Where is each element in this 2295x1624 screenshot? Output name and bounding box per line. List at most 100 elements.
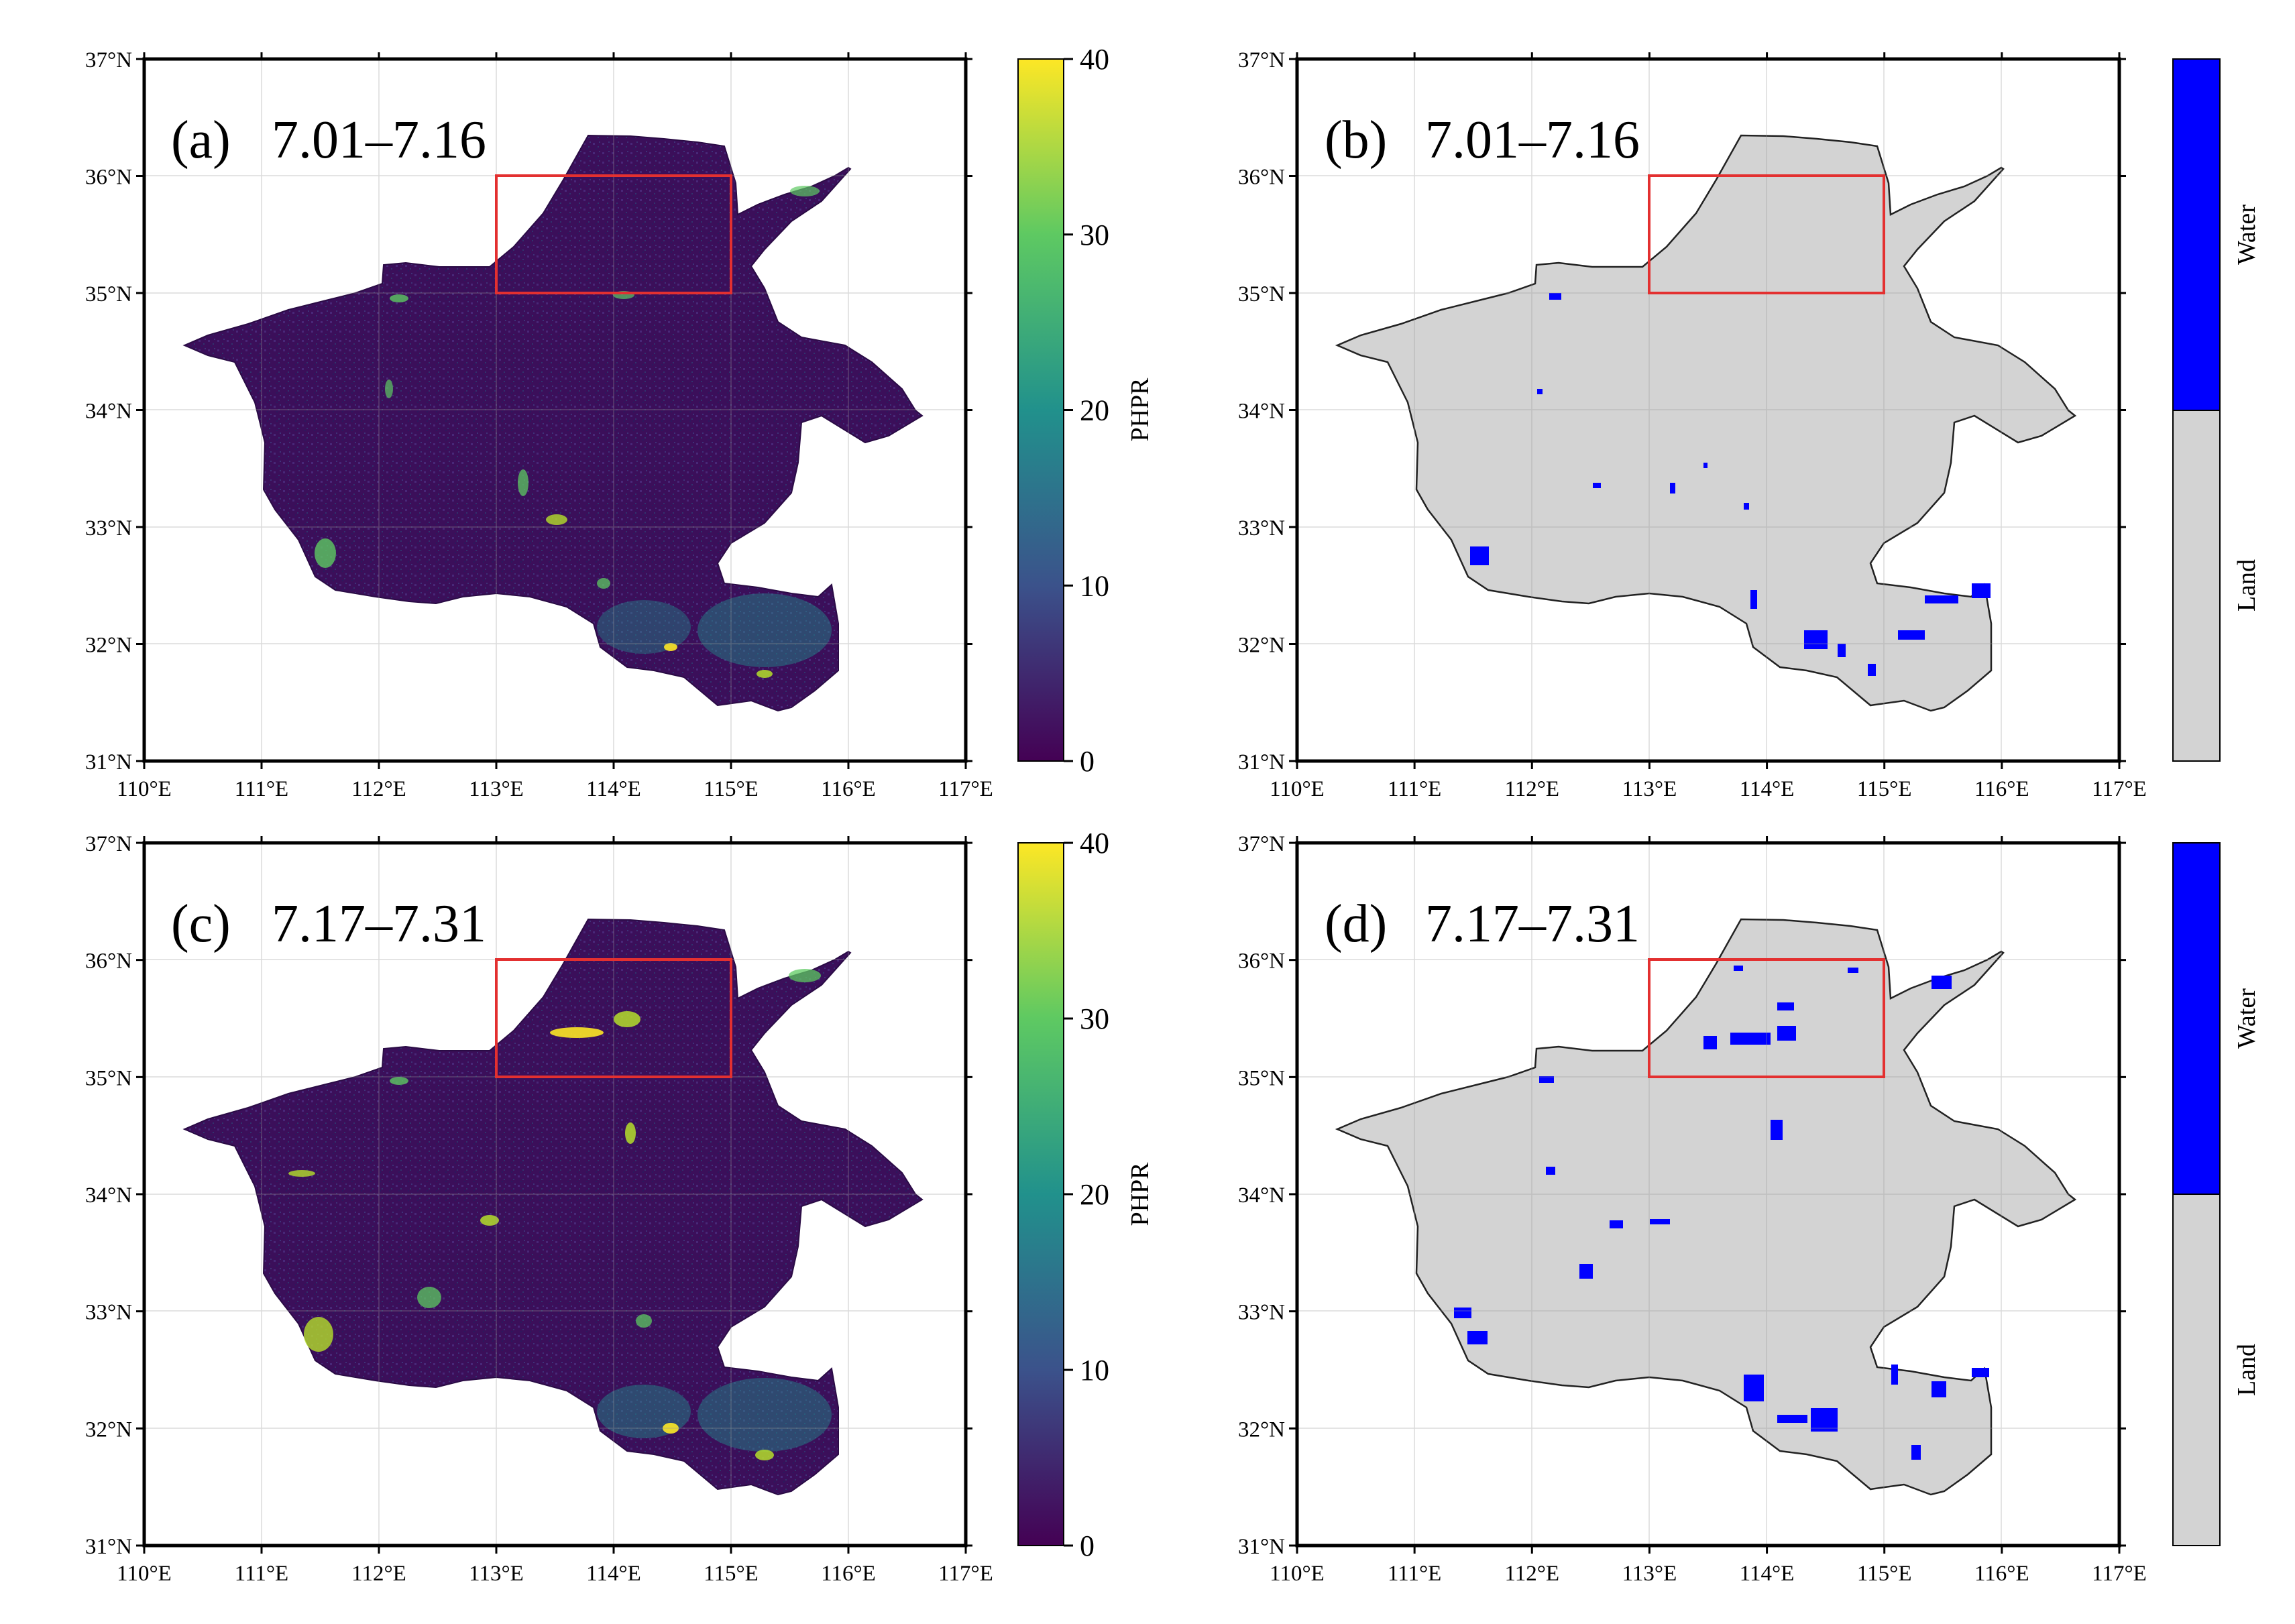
phpr-hotspots [288,969,832,1460]
lon-tick-label: 114°E [586,1562,641,1586]
axis-ticks: 37°N 36°N 35°N 34°N 33°N 32°N 31°N 110°E 111°E 11… [85,48,2147,1586]
colorbar-tick-label: 10 [1080,1354,1109,1387]
panel-d: (d) 7.17–7.31 [1295,841,2121,1548]
colorbar-gradient [1017,58,1064,762]
lat-tick-label: 36°N [1238,949,1285,974]
land-swatch [2172,410,2221,762]
lon-tick-label: 115°E [1857,777,1912,801]
lon-tick-label: 114°E [1740,777,1795,801]
lon-tick-label: 114°E [1740,1562,1795,1586]
province-shape [182,918,923,1496]
water-swatch [2172,58,2221,411]
study-area-box [495,958,732,1078]
gridlines [144,843,966,1546]
lon-tick-label: 110°E [1270,777,1325,801]
lat-tick-label: 35°N [1238,1066,1285,1090]
lon-tick-label: 111°E [235,1562,288,1586]
lat-tick-label: 34°N [1238,400,1285,424]
panel-b: (b) 7.01–7.16 [1295,57,2121,763]
lat-tick-label: 36°N [85,949,132,974]
lat-tick-label: 36°N [1238,166,1285,190]
province-shape [1335,134,2077,712]
lon-tick-label: 110°E [1270,1562,1325,1586]
lon-tick-label: 115°E [1857,1562,1912,1586]
colorbar-tick-label: 10 [1080,569,1109,602]
panel-label: (b) [1325,111,1387,170]
panel-period: 7.01–7.16 [272,111,486,170]
land-label: Land [2233,1344,2261,1396]
lat-tick-label: 37°N [85,48,132,72]
lat-tick-label: 33°N [1238,516,1285,540]
lon-tick-label: 117°E [938,777,993,801]
lat-tick-label: 33°N [85,516,132,540]
lat-tick-label: 35°N [1238,282,1285,306]
panel-label: (c) [171,894,231,953]
lat-tick-label: 32°N [1238,1417,1285,1442]
lat-tick-label: 32°N [85,634,132,658]
lon-tick-label: 111°E [235,777,288,801]
lat-tick-label: 34°N [85,400,132,424]
lon-tick-label: 116°E [821,777,876,801]
lat-tick-label: 37°N [1238,48,1285,72]
gridlines [1297,843,2119,1546]
lon-tick-label: 112°E [351,777,406,801]
colorbar-tick-label: 30 [1080,1002,1109,1035]
study-area-box [495,174,732,294]
lon-tick-label: 112°E [351,1562,406,1586]
lat-tick-label: 33°N [1238,1301,1285,1325]
colorbar-title: PHPR [1126,1162,1154,1226]
lat-tick-label: 31°N [85,750,132,774]
panel-label: (d) [1325,894,1387,953]
panel-c: (c) 7.17–7.31 [142,841,968,1548]
lon-tick-label: 113°E [469,1562,524,1586]
phpr-hotspots [315,186,832,678]
class-legend-top: Water Land [2172,58,2261,762]
province-shape [1335,918,2077,1496]
lon-tick-label: 113°E [469,777,524,801]
land-swatch [2172,1194,2221,1546]
lat-tick-label: 32°N [85,1417,132,1442]
lon-tick-label: 110°E [117,777,172,801]
lat-tick-label: 37°N [85,832,132,856]
colorbar-tick-label: 40 [1080,827,1109,860]
lat-tick-label: 31°N [85,1535,132,1559]
colorbar-title: PHPR [1126,378,1154,442]
lon-tick-label: 112°E [1504,1562,1559,1586]
gridlines [144,59,966,761]
colorbar-tick-label: 0 [1080,745,1095,778]
lon-tick-label: 111°E [1388,777,1441,801]
panel-a-map [144,59,966,761]
water-patches [1470,293,1991,676]
class-legend-bottom: Water Land [2172,842,2261,1546]
lon-tick-label: 113°E [1622,777,1677,801]
panel-period: 7.01–7.16 [1425,111,1640,170]
water-label: Water [2233,988,2261,1049]
colorbar-tick-label: 0 [1080,1529,1095,1562]
lon-tick-label: 113°E [1622,1562,1677,1586]
study-area-box [1648,174,1885,294]
water-swatch [2172,842,2221,1195]
panel-d-map [1297,843,2119,1546]
lat-tick-label: 35°N [85,282,132,306]
panel-period: 7.17–7.31 [272,894,486,953]
colorbar-ticks: 40 30 20 10 0 40 30 20 10 0 [1064,43,1109,1562]
land-label: Land [2233,559,2261,612]
lat-tick-label: 31°N [1238,750,1285,774]
lon-tick-label: 117°E [2092,777,2147,801]
lon-tick-label: 116°E [821,1562,876,1586]
panel-period: 7.17–7.31 [1425,894,1640,953]
lat-tick-label: 31°N [1238,1535,1285,1559]
province-shape [182,134,923,712]
colorbar-tick-label: 30 [1080,219,1109,251]
lon-tick-label: 115°E [704,777,759,801]
gridlines [1297,59,2119,761]
lon-tick-label: 116°E [1974,1562,2029,1586]
panel-b-map [1297,59,2119,761]
lon-tick-label: 111°E [1388,1562,1441,1586]
lon-tick-label: 112°E [1504,777,1559,801]
lat-tick-label: 33°N [85,1301,132,1325]
lat-tick-label: 34°N [1238,1183,1285,1208]
lat-tick-label: 34°N [85,1183,132,1208]
colorbar-tick-label: 20 [1080,394,1109,427]
